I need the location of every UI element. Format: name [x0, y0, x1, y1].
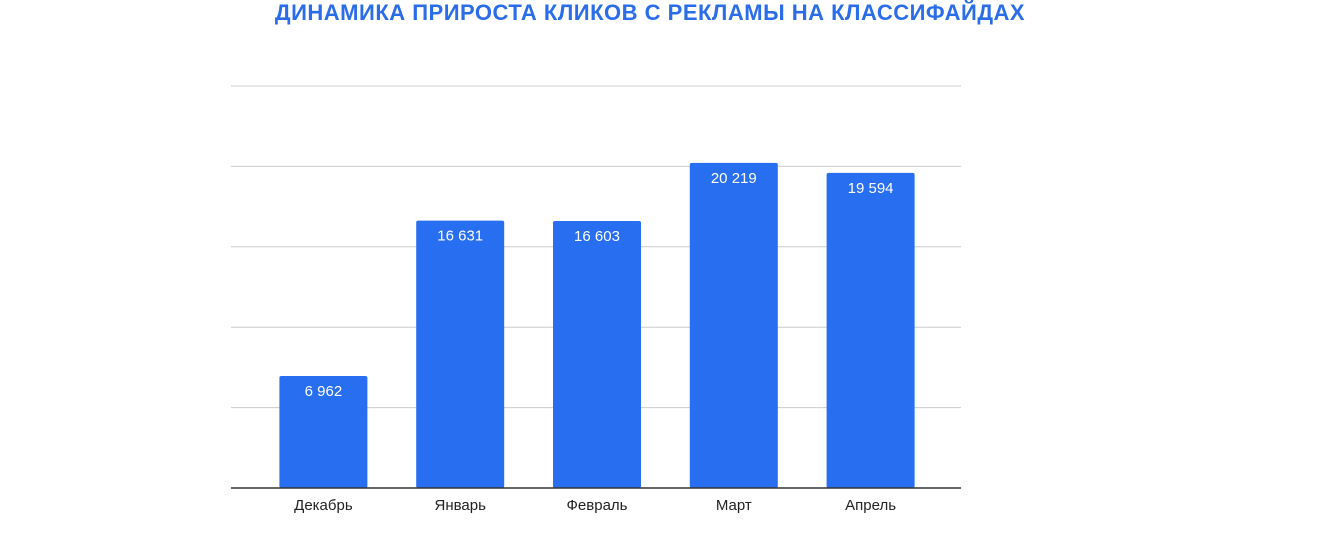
value-label: 16 631 — [437, 228, 483, 245]
value-label: 20 219 — [711, 170, 757, 187]
value-label: 16 603 — [574, 228, 620, 245]
bar — [689, 162, 778, 488]
chart-title: ДИНАМИКА ПРИРОСТА КЛИКОВ С РЕКЛАМЫ НА КЛ… — [275, 0, 1025, 25]
x-tick-label: Декабрь — [294, 497, 353, 514]
value-label: 19 594 — [848, 180, 894, 197]
bar — [553, 221, 641, 489]
bar — [279, 376, 368, 488]
x-tick-label: Февраль — [567, 497, 628, 514]
x-tick-label: Январь — [434, 497, 486, 514]
bar — [416, 220, 505, 488]
x-tick-label: Апрель — [845, 497, 896, 514]
value-label: 6 962 — [305, 383, 343, 400]
bar — [826, 172, 915, 489]
x-tick-label: Март — [716, 497, 752, 514]
